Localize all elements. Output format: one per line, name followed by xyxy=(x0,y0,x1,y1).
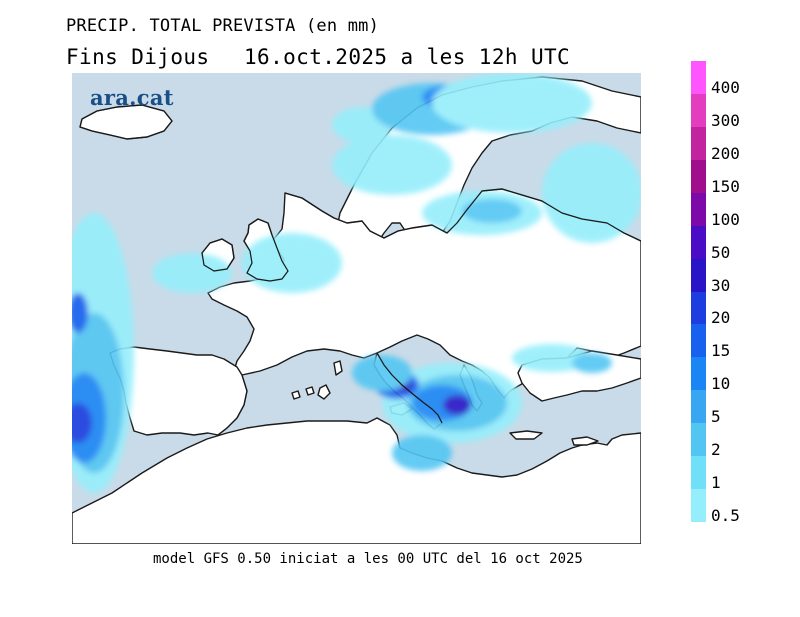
legend-label-9: 10 xyxy=(711,374,731,394)
legend-label-11: 2 xyxy=(711,440,721,460)
legend-swatch-5 xyxy=(691,225,706,260)
legend-label-1: 300 xyxy=(711,110,740,130)
legend-label-4: 100 xyxy=(711,209,740,229)
forecast-day-label: Fins Dijous xyxy=(66,45,210,69)
legend-label-13: 0.5 xyxy=(711,506,740,525)
coastlines xyxy=(79,104,641,436)
legend-swatch-12 xyxy=(691,456,706,490)
legend-label-6: 30 xyxy=(711,275,731,295)
precipitation-map xyxy=(72,73,641,544)
legend-swatch-8 xyxy=(691,324,706,358)
legend-label-2: 200 xyxy=(711,143,740,163)
legend-label-7: 20 xyxy=(711,308,731,328)
legend-swatch-2 xyxy=(691,126,706,161)
precipitation-field xyxy=(72,73,641,493)
map-title: PRECIP. TOTAL PREVISTA (en mm) xyxy=(66,16,380,36)
legend-swatch-9 xyxy=(691,357,706,391)
legend-swatch-11 xyxy=(691,423,706,457)
color-legend xyxy=(691,61,706,523)
legend-swatch-10 xyxy=(691,390,706,424)
model-caption: model GFS 0.50 iniciat a les 00 UTC del … xyxy=(153,551,583,567)
brand-logo: ara.cat xyxy=(90,85,174,110)
legend-label-5: 50 xyxy=(711,242,731,262)
legend-swatch-13 xyxy=(691,489,706,523)
legend-swatch-6 xyxy=(691,258,706,292)
map-subtitle: Fins Dijous 16.oct.2025 a les 12h UTC xyxy=(66,45,570,69)
legend-swatch-4 xyxy=(691,192,706,227)
forecast-datetime-label: 16.oct.2025 a les 12h UTC xyxy=(244,45,571,69)
legend-swatch-3 xyxy=(691,159,706,194)
legend-swatch-0 xyxy=(691,61,706,95)
legend-label-12: 1 xyxy=(711,473,721,493)
legend-swatch-7 xyxy=(691,291,706,325)
legend-label-10: 5 xyxy=(711,407,721,427)
legend-label-3: 150 xyxy=(711,176,740,196)
legend-label-8: 15 xyxy=(711,341,731,361)
legend-swatch-1 xyxy=(691,93,706,128)
legend-label-0: 400 xyxy=(711,77,740,97)
